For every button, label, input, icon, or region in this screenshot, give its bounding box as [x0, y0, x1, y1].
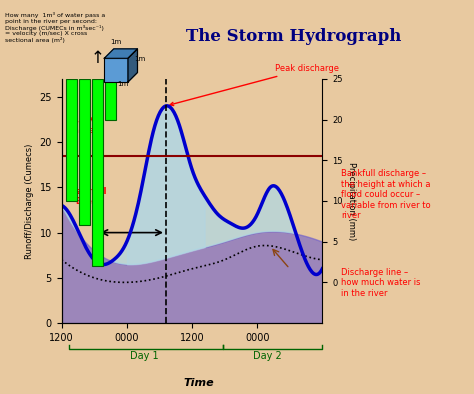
Polygon shape	[104, 49, 137, 58]
Text: Discharge line –
how much water is
in the river: Discharge line – how much water is in th…	[341, 268, 421, 298]
Text: The Storm Hydrograph: The Storm Hydrograph	[186, 28, 401, 45]
Y-axis label: Runoff/Discharge (Cumecs): Runoff/Discharge (Cumecs)	[25, 143, 34, 258]
Text: 1m: 1m	[110, 39, 122, 45]
Text: 1m: 1m	[134, 56, 146, 62]
Text: Day 1: Day 1	[130, 351, 159, 361]
Text: Time: Time	[184, 378, 214, 388]
Text: 1m: 1m	[118, 81, 129, 87]
Text: Peak
Rainfall: Peak Rainfall	[68, 116, 100, 135]
Text: How many  1m³ of water pass a
point in the river per second:
Discharge (CUMECs i: How many 1m³ of water pass a point in th…	[5, 12, 105, 43]
Y-axis label: Precipitation (mm): Precipitation (mm)	[347, 162, 356, 240]
Text: Peak discharge: Peak discharge	[170, 64, 339, 106]
Text: Day 2: Day 2	[254, 351, 282, 361]
Bar	[105, 79, 117, 119]
Polygon shape	[128, 49, 137, 82]
Bar	[79, 79, 90, 225]
Text: ↑: ↑	[90, 49, 104, 67]
Text: Rainfall
Event: Rainfall Event	[71, 187, 107, 206]
Bar	[91, 79, 103, 266]
Bar	[104, 58, 128, 82]
Bar	[65, 79, 77, 201]
Text: Bankfull discharge –
the height at which a
flood could occur –
variable from riv: Bankfull discharge – the height at which…	[341, 169, 431, 220]
